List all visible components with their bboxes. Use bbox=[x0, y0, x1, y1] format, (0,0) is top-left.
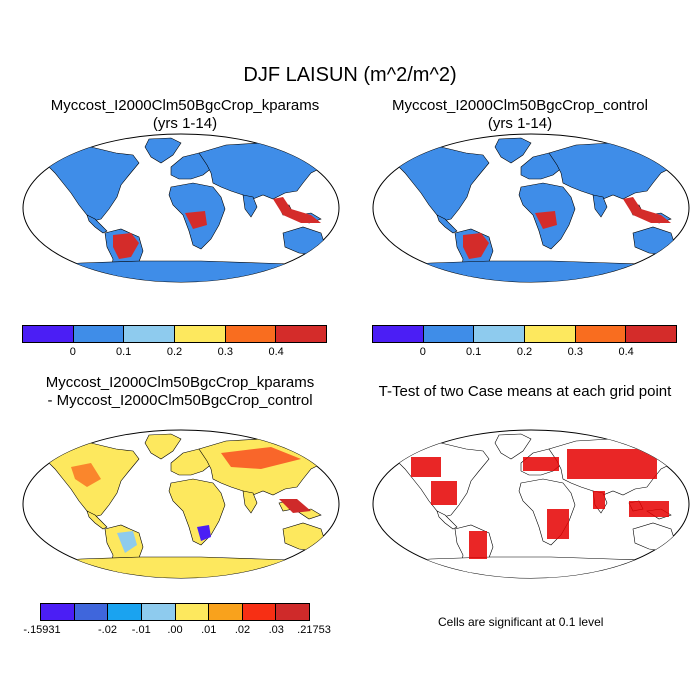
colorbar-segment bbox=[73, 326, 125, 342]
panel-1-title-line1: Myccost_I2000Clm50BgcCrop_kparams bbox=[50, 97, 320, 114]
asia-diff-patch bbox=[221, 447, 301, 469]
colorbar-tick-label: -.01 bbox=[131, 624, 151, 636]
panel-3-title-line1: Myccost_I2000Clm50BgcCrop_kparams bbox=[45, 374, 315, 391]
panel-1-title: Myccost_I2000Clm50BgcCrop_kparams (yrs 1… bbox=[20, 97, 350, 133]
colorbar-segment bbox=[575, 326, 627, 342]
map-ttest bbox=[372, 429, 690, 579]
colorbar-segment bbox=[373, 326, 424, 342]
colorbar-segment bbox=[525, 326, 576, 342]
panel-1-title-line2: (yrs 1-14) bbox=[152, 115, 218, 132]
colorbar-segment bbox=[41, 604, 75, 620]
amazon-high-lai bbox=[463, 233, 489, 259]
colorbar-tick-label: 0.4 bbox=[618, 346, 634, 358]
colorbar-segment bbox=[175, 604, 210, 620]
colorbar-tick-label: 0 bbox=[419, 346, 426, 358]
map-control bbox=[372, 133, 690, 283]
colorbar-tick-label: .01 bbox=[201, 624, 217, 636]
panel-2-title: Myccost_I2000Clm50BgcCrop_control (yrs 1… bbox=[360, 97, 680, 133]
significance-note: Cells are significant at 0.1 level bbox=[438, 615, 604, 629]
colorbar-control bbox=[372, 325, 677, 343]
colorbar-tick-label: 0.4 bbox=[268, 346, 284, 358]
colorbar-tick-label: .00 bbox=[167, 624, 183, 636]
colorbar-kparams bbox=[22, 325, 327, 343]
colorbar-segment bbox=[124, 326, 176, 342]
seasia-high-lai bbox=[273, 197, 321, 223]
colorbar-segment bbox=[626, 326, 677, 342]
colorbar-segment bbox=[175, 326, 226, 342]
colorbar-tick-label: .03 bbox=[268, 624, 284, 636]
panel-4-title: T-Test of two Case means at each grid po… bbox=[378, 383, 672, 400]
colorbar-segment bbox=[209, 604, 243, 620]
panel-2-title-line2: (yrs 1-14) bbox=[487, 115, 553, 132]
colorbar-segment bbox=[23, 326, 74, 342]
colorbar-tick-label: 0.2 bbox=[516, 346, 533, 358]
colorbar-tick-label: 0.2 bbox=[166, 346, 183, 358]
colorbar-segment bbox=[423, 326, 475, 342]
colorbar-tick-label: .02 bbox=[234, 624, 251, 636]
seasia-high-lai bbox=[623, 197, 671, 223]
colorbar-tick-label: 0 bbox=[69, 346, 76, 358]
panel-3-title: Myccost_I2000Clm50BgcCrop_kparams - Mycc… bbox=[10, 374, 350, 410]
map-kparams bbox=[22, 133, 340, 283]
colorbar-segment bbox=[108, 604, 142, 620]
colorbar-tick-label: 0.3 bbox=[217, 346, 233, 358]
colorbar-segment bbox=[242, 604, 277, 620]
congo-high-lai bbox=[535, 211, 557, 229]
figure-title: DJF LAISUN (m^2/m^2) bbox=[243, 64, 457, 86]
colorbar-tick-label: 0.1 bbox=[116, 346, 132, 358]
map-difference bbox=[22, 429, 340, 579]
panel-3-title-line2: - Myccost_I2000Clm50BgcCrop_control bbox=[47, 392, 313, 409]
na-diff-patch bbox=[71, 463, 101, 487]
colorbar-difference bbox=[40, 603, 310, 621]
seasia-diff-patch bbox=[279, 499, 311, 513]
colorbar-tick-label: 0.1 bbox=[466, 346, 482, 358]
colorbar-tick-label: -.02 bbox=[98, 624, 117, 636]
colorbar-segment bbox=[74, 604, 109, 620]
colorbar-tick-label: .21753 bbox=[297, 624, 331, 636]
amazon-high-lai bbox=[113, 233, 139, 259]
colorbar-segment bbox=[276, 604, 309, 620]
congo-high-lai bbox=[185, 211, 207, 229]
colorbar-segment bbox=[276, 326, 327, 342]
africa-neg-patch bbox=[197, 525, 211, 541]
panel-2-title-line1: Myccost_I2000Clm50BgcCrop_control bbox=[392, 97, 648, 114]
colorbar-segment bbox=[141, 604, 176, 620]
colorbar-tick-label: -.15931 bbox=[23, 624, 61, 636]
sa-diff-patch bbox=[117, 531, 137, 553]
colorbar-tick-label: 0.3 bbox=[567, 346, 583, 358]
colorbar-segment bbox=[225, 326, 277, 342]
colorbar-segment bbox=[474, 326, 526, 342]
